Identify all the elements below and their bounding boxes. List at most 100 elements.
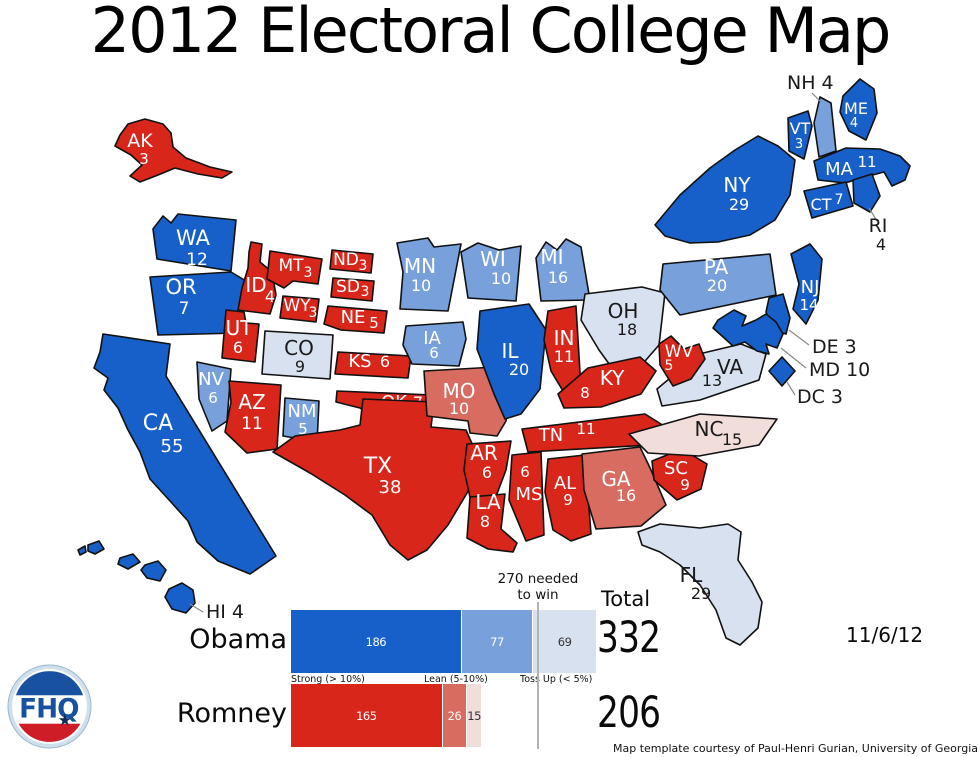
state-oh-ev: 18 [617, 320, 637, 339]
state-sc-ev: 9 [680, 476, 690, 494]
obama-strong-value: 186 [365, 634, 387, 649]
state-hi-shape [117, 553, 141, 570]
state-vt-label: VT [790, 119, 811, 138]
fhq-logo: FHQ ★ [7, 664, 92, 749]
state-wy-ev: 3 [309, 305, 318, 321]
state-ks-label: KS [348, 351, 371, 372]
state-ri-callout-label: RI [869, 215, 888, 237]
logo-text: FHQ [19, 695, 79, 725]
state-ca-shape [93, 333, 277, 575]
state-va-label: VA [717, 355, 743, 379]
state-mi-label: MI [540, 245, 563, 269]
state-fl-ev: 29 [691, 584, 711, 603]
state-md-callout-label: MD 10 [809, 359, 870, 381]
state-ma-label: MA [825, 159, 854, 180]
state-hi-shape [164, 582, 196, 614]
state-ak-shape [114, 118, 233, 183]
state-hi-callout-label: HI 4 [206, 601, 244, 623]
state-sd-ev: 3 [361, 284, 370, 300]
state-co-ev: 9 [295, 357, 305, 376]
state-ct-shape [803, 181, 854, 219]
romney-bar-strong-segment: 165 [291, 684, 442, 747]
romney-bar-tossup-segment: 15 [467, 684, 481, 747]
state-ak-label: AK [127, 130, 153, 152]
state-dc-shape [768, 356, 796, 387]
state-wy-label: WY [283, 296, 311, 316]
state-ca-label: CA [143, 411, 173, 436]
obama-bar: 186 77 69 [291, 610, 597, 673]
election-date: 11/6/12 [846, 623, 924, 647]
state-wv-label: WV [665, 342, 694, 362]
obama-tossup-value: 69 [557, 634, 572, 649]
state-de-callout-label: DE 3 [812, 336, 857, 358]
state-in-label: IN [554, 326, 575, 350]
state-sc-label: SC [664, 458, 688, 479]
state-pa-label: PA [704, 255, 729, 279]
state-hi-shape [77, 545, 87, 556]
state-la-ev: 8 [480, 512, 490, 531]
state-nj-shape [790, 243, 823, 325]
state-wa-label: WA [176, 226, 211, 250]
state-il-shape [476, 303, 547, 420]
state-ny-ev: 29 [729, 195, 749, 214]
state-ne-ev: 5 [369, 314, 379, 332]
obama-total: 332 [597, 613, 661, 663]
star-icon: ★ [58, 711, 73, 730]
state-al-ev: 9 [563, 491, 573, 509]
state-tn-label: TN [538, 425, 563, 446]
obama-bar-tossup-segment: 69 [533, 610, 597, 673]
state-ut-label: UT [226, 316, 254, 340]
state-fl-shape [637, 523, 763, 646]
romney-total: 206 [597, 688, 661, 738]
state-nd-ev: 3 [359, 258, 368, 274]
romney-lean-value: 26 [447, 708, 462, 723]
obama-label: Obama [189, 624, 287, 655]
state-nh-callout-label: NH 4 [787, 72, 834, 94]
state-ga-label: GA [601, 467, 630, 491]
state-az-shape [224, 380, 282, 454]
state-ne-label: NE [341, 307, 366, 328]
state-nc-label: NC [695, 417, 724, 441]
state-al-label: AL [554, 473, 576, 494]
state-ia-ev: 6 [429, 344, 439, 362]
state-wa-shape [152, 213, 237, 272]
state-wv-shape [658, 335, 706, 387]
state-ct-label: CT [811, 195, 832, 214]
state-nc-ev: 15 [722, 430, 742, 449]
page-title: 2012 Electoral College Map [90, 0, 892, 67]
state-ky-label: KY [600, 366, 625, 390]
state-vt-ev: 3 [795, 137, 803, 152]
state-nm-label: NM [288, 401, 317, 422]
state-ca-ev: 55 [161, 436, 184, 457]
state-wv-ev: 5 [665, 358, 674, 374]
state-mo-ev: 10 [449, 399, 469, 418]
state-fl-label: FL [680, 563, 704, 587]
state-mn-label: MN [404, 254, 436, 278]
state-ar-label: AR [470, 441, 498, 465]
state-il-ev: 20 [509, 360, 529, 379]
state-la-shape [466, 493, 518, 553]
state-nd-label: ND [333, 250, 359, 270]
state-vt-shape [787, 110, 813, 160]
state-hi-shape [87, 540, 105, 555]
state-ms-shape [508, 451, 545, 542]
state-ms-ev: 6 [520, 463, 530, 481]
state-wi-label: WI [480, 247, 506, 271]
state-in-ev: 11 [554, 347, 574, 366]
legend-tossup: Toss Up (< 5%) [520, 674, 593, 685]
state-ny-label: NY [723, 173, 751, 197]
state-nh-shape [813, 96, 837, 158]
state-wi-ev: 10 [491, 269, 511, 288]
state-mn-ev: 10 [411, 276, 431, 295]
state-wy-shape [279, 295, 320, 323]
state-ut-ev: 6 [233, 338, 243, 357]
state-ma-ev: 11 [857, 153, 876, 171]
state-nh-callout-line [811, 92, 821, 102]
state-dc-callout-line [786, 381, 796, 396]
state-ia-label: IA [423, 328, 441, 349]
state-ky-ev: 8 [580, 384, 590, 402]
state-la-label: LA [475, 490, 501, 514]
state-mt-ev: 3 [304, 265, 313, 281]
romney-label: Romney [176, 698, 287, 729]
